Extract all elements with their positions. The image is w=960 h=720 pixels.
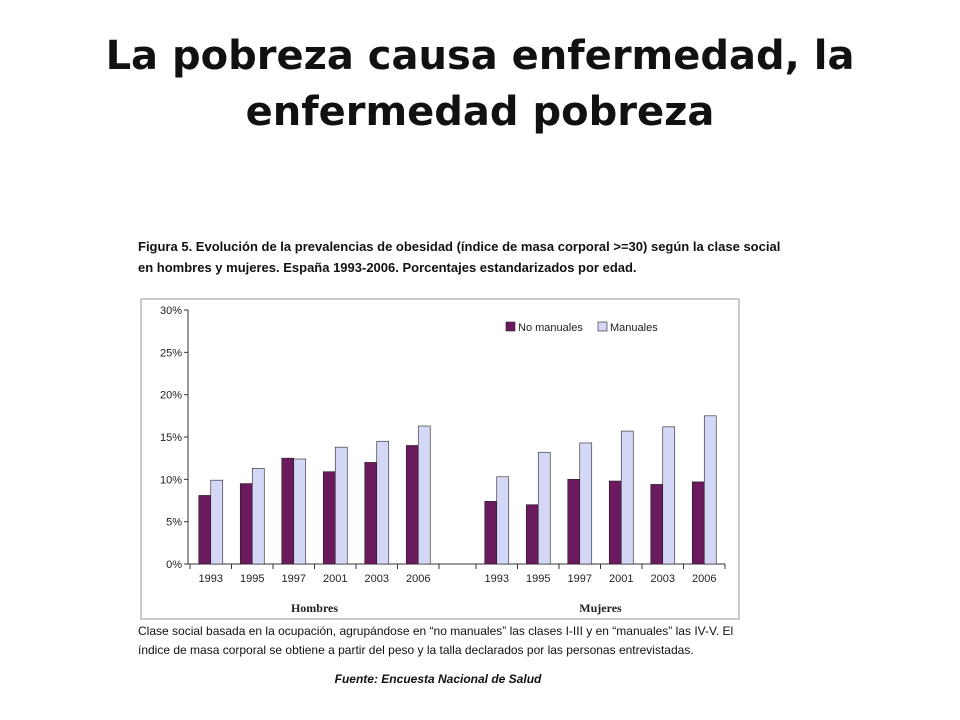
bar-mujeres-manuales-1995 xyxy=(537,451,551,565)
group-label-hombres: Hombres xyxy=(291,601,338,615)
bar-hombres-manuales-2001 xyxy=(334,446,348,565)
figure-caption: Figura 5. Evolución de la prevalencias d… xyxy=(138,236,838,278)
x-tick-label: 2003 xyxy=(651,573,675,585)
bar-hombres-no-manuales-1993 xyxy=(198,495,212,565)
figure-source: Fuente: Encuesta Nacional de Salud xyxy=(334,672,542,686)
legend-swatch-manuales xyxy=(597,321,608,332)
bar-mujeres-no-manuales-1993 xyxy=(484,501,498,565)
y-tick-label: 30% xyxy=(160,305,182,317)
bar-mujeres-no-manuales-2006 xyxy=(691,481,705,565)
bar-mujeres-no-manuales-1997 xyxy=(567,479,581,565)
legend-label-manuales: Manuales xyxy=(610,322,658,334)
chart-frame xyxy=(140,298,740,620)
bar-mujeres-manuales-2003 xyxy=(662,426,676,565)
bar-hombres-no-manuales-1995 xyxy=(239,483,253,565)
obesity-bar-chart: 0% 5% 10% 15% 20% 25% 30% 1993 1995 1997 2001 2003 2… xyxy=(140,298,740,620)
x-tick-label: 2001 xyxy=(323,573,347,585)
x-tick-label: 1993 xyxy=(485,573,509,585)
bar-hombres-no-manuales-1997 xyxy=(281,457,295,565)
y-tick-label: 10% xyxy=(160,474,182,486)
bar-mujeres-manuales-2001 xyxy=(620,430,634,565)
bar-hombres-manuales-2003 xyxy=(376,440,390,565)
y-tick-label: 20% xyxy=(160,390,182,402)
bar-hombres-manuales-1995 xyxy=(251,468,265,565)
bar-hombres-manuales-2006 xyxy=(417,425,431,565)
x-tick-label: 1995 xyxy=(526,573,550,585)
x-tick-label: 1995 xyxy=(240,573,264,585)
slide-title: La pobreza causa enfermedad, la enfermed… xyxy=(105,33,855,135)
figure-caption-line-2: en hombres y mujeres. España 1993-2006. … xyxy=(138,260,637,275)
x-tick-label: 2003 xyxy=(365,573,389,585)
bar-hombres-no-manuales-2003 xyxy=(364,462,378,565)
x-tick-label: 1997 xyxy=(568,573,592,585)
y-tick-label: 5% xyxy=(166,517,182,529)
bar-mujeres-manuales-2006 xyxy=(703,415,717,565)
bar-mujeres-no-manuales-2001 xyxy=(608,480,622,565)
x-tick-label: 1997 xyxy=(282,573,306,585)
group-label-mujeres: Mujeres xyxy=(579,601,622,615)
bar-mujeres-manuales-1997 xyxy=(579,442,593,565)
legend-swatch-no-manuales xyxy=(505,321,516,332)
x-tick-label: 2006 xyxy=(406,573,430,585)
y-tick-label: 25% xyxy=(160,347,182,359)
y-tick-label: 15% xyxy=(160,432,182,444)
bar-hombres-manuales-1997 xyxy=(293,458,307,565)
bar-mujeres-no-manuales-2003 xyxy=(650,484,664,565)
bar-hombres-manuales-1993 xyxy=(210,479,224,565)
figure-note-line-1: Clase social basada en la ocupación, agr… xyxy=(138,624,734,638)
legend-label-no-manuales: No manuales xyxy=(518,322,583,334)
x-tick-label: 1993 xyxy=(199,573,223,585)
bar-hombres-no-manuales-2001 xyxy=(322,471,336,565)
y-tick-label: 0% xyxy=(166,559,182,571)
bar-hombres-no-manuales-2006 xyxy=(405,445,419,565)
bar-mujeres-no-manuales-1995 xyxy=(525,504,539,565)
x-tick-label: 2006 xyxy=(692,573,716,585)
bar-mujeres-manuales-1993 xyxy=(496,476,510,565)
x-tick-label: 2001 xyxy=(609,573,633,585)
figure-caption-line-1: Figura 5. Evolución de la prevalencias d… xyxy=(138,239,781,254)
figure-note-line-2: índice de masa corporal se obtiene a par… xyxy=(138,643,694,657)
figure-note: Clase social basada en la ocupación, agr… xyxy=(138,622,838,660)
